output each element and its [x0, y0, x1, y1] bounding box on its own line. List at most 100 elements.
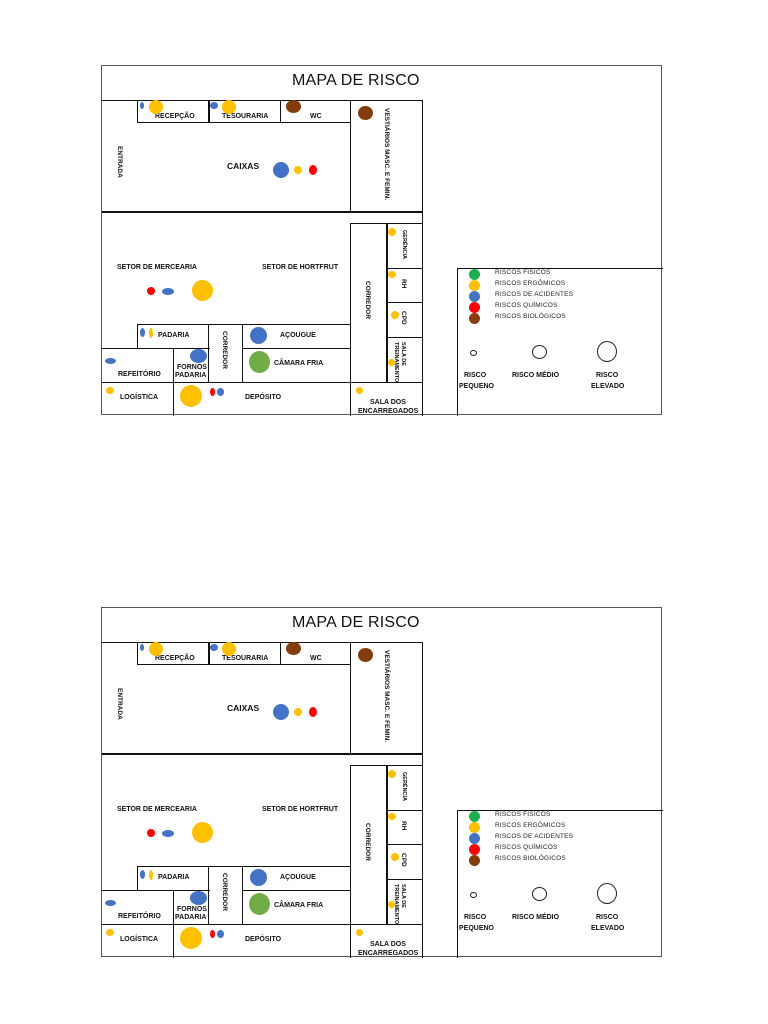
legend-swatch-ergonomicos [469, 280, 480, 291]
room-hortfrut: SETOR DE HORTFRUT [262, 264, 339, 271]
risk-dot-ergonomicos [149, 100, 163, 114]
risk-dot-ergonomicos [149, 328, 153, 338]
divider [102, 753, 422, 755]
divider [137, 324, 350, 325]
room-logistica: LOGÍSTICA [120, 394, 159, 401]
legend-label-ergonomicos: RISCOS ERGÔMICOS [495, 822, 566, 829]
room-camara-fria: CÂMARA FRIA [274, 902, 324, 909]
risk-map-1: MAPA DE RISCO RECEPÇÃO TESOURARIA WC VES… [101, 65, 663, 416]
room-treinamento: SALA DE TREINAMENTO [393, 884, 406, 925]
risk-dot-ergonomicos [106, 387, 114, 394]
legend-swatch-ergonomicos [469, 822, 480, 833]
divider [208, 100, 210, 122]
divider [137, 324, 138, 348]
divider [102, 890, 210, 891]
size-small-label-2: PEQUENO [459, 383, 495, 390]
room-gerencia: GERÊNCIA [401, 230, 407, 260]
room-encarregados: SALA DOS [370, 399, 406, 406]
size-small-icon [470, 350, 477, 356]
risk-dot-acidentes [210, 644, 218, 651]
risk-dot-ergonomicos [149, 870, 153, 880]
legend-label-biologicos: RISCOS BIOLÓGICOS [495, 855, 566, 862]
divider [137, 664, 350, 665]
divider [208, 866, 209, 924]
divider [422, 642, 423, 958]
divider [386, 765, 388, 925]
room-gerencia: GERÊNCIA [401, 772, 407, 802]
risk-dot-acidentes [105, 358, 116, 364]
room-entrada: ENTRADA [116, 146, 123, 178]
divider [350, 100, 351, 212]
room-recepcao: RECEPÇÃO [155, 113, 195, 120]
divider [457, 268, 458, 416]
legend-swatch-biologicos [469, 313, 480, 324]
room-fornos-2: PADARIA [175, 914, 207, 921]
room-encarregados-2: ENCARREGADOS [358, 950, 419, 957]
legend-label-fisicos: RISCOS FÍSICOS [495, 269, 551, 276]
divider [386, 844, 422, 845]
divider [386, 879, 422, 880]
size-large-label: RISCO [596, 372, 619, 379]
risk-dot-acidentes [217, 388, 224, 396]
size-medium-icon [532, 887, 547, 901]
risk-dot-biologicos [286, 100, 301, 113]
risk-dot-acidentes [190, 349, 207, 363]
risk-dot-acidentes [162, 288, 174, 295]
room-entrada: ENTRADA [116, 688, 123, 720]
divider [242, 890, 350, 891]
divider [242, 324, 243, 382]
risk-dot-quimicos [309, 707, 317, 717]
risk-dot-ergonomicos [388, 770, 396, 778]
divider [350, 642, 351, 754]
risk-dot-ergonomicos [391, 311, 399, 319]
size-medium-label: RISCO MÉDIO [512, 914, 560, 921]
risk-map-title: MAPA DE RISCO [292, 614, 420, 631]
room-corredor: CORREDOR [364, 281, 371, 319]
room-treinamento: SALA DE TREINAMENTO [393, 342, 406, 383]
legend-label-fisicos: RISCOS FÍSICOS [495, 811, 551, 818]
room-cpd: CPD [400, 853, 407, 867]
divider [102, 211, 422, 213]
size-small-label: RISCO [464, 914, 487, 921]
risk-dot-ergonomicos [180, 385, 202, 407]
divider [457, 810, 458, 958]
risk-dot-quimicos [147, 829, 155, 837]
risk-dot-ergonomicos [388, 228, 396, 236]
legend-label-quimicos: RISCOS QUÍMICOS [495, 302, 558, 309]
divider [102, 382, 422, 383]
room-encarregados-2: ENCARREGADOS [358, 408, 419, 415]
room-tesouraria: TESOURARIA [222, 113, 269, 120]
risk-dot-biologicos [358, 648, 373, 662]
risk-dot-acidentes [162, 830, 174, 837]
risk-dot-acidentes [250, 869, 267, 886]
risk-map-title: MAPA DE RISCO [292, 72, 420, 89]
risk-dot-ergonomicos [106, 929, 114, 936]
divider [386, 810, 422, 811]
divider [137, 100, 138, 122]
room-corredor-2: CORREDOR [221, 873, 228, 911]
risk-dot-acidentes [140, 328, 145, 337]
room-vestiarios: VESTIÁRIOS MASC. E FEMIN. [383, 108, 390, 201]
room-acougue: AÇOUGUE [280, 874, 316, 881]
risk-dot-ergonomicos [222, 100, 236, 114]
room-refeitorio: REFEITÓRIO [118, 913, 161, 920]
size-large-label-2: ELEVADO [591, 383, 625, 390]
risk-dot-ergonomicos [388, 359, 395, 366]
divider [102, 100, 422, 101]
room-vestiarios: VESTIÁRIOS MASC. E FEMIN. [383, 650, 390, 743]
room-refeitorio: REFEITÓRIO [118, 371, 161, 378]
room-mercearia: SETOR DE MERCEARIA [117, 264, 197, 271]
size-medium-icon [532, 345, 547, 359]
legend-label-acidentes: RISCOS DE ACIDENTES [495, 291, 574, 298]
room-corredor: CORREDOR [364, 823, 371, 861]
risk-dot-acidentes [190, 891, 207, 905]
room-fornos-2: PADARIA [175, 372, 207, 379]
risk-dot-ergonomicos [388, 271, 396, 278]
risk-dot-acidentes [250, 327, 267, 344]
risk-dot-biologicos [286, 642, 301, 655]
room-wc: WC [310, 655, 322, 662]
risk-dot-ergonomicos [356, 387, 363, 394]
divider [208, 324, 209, 382]
legend-swatch-fisicos [469, 269, 480, 280]
legend-swatch-biologicos [469, 855, 480, 866]
